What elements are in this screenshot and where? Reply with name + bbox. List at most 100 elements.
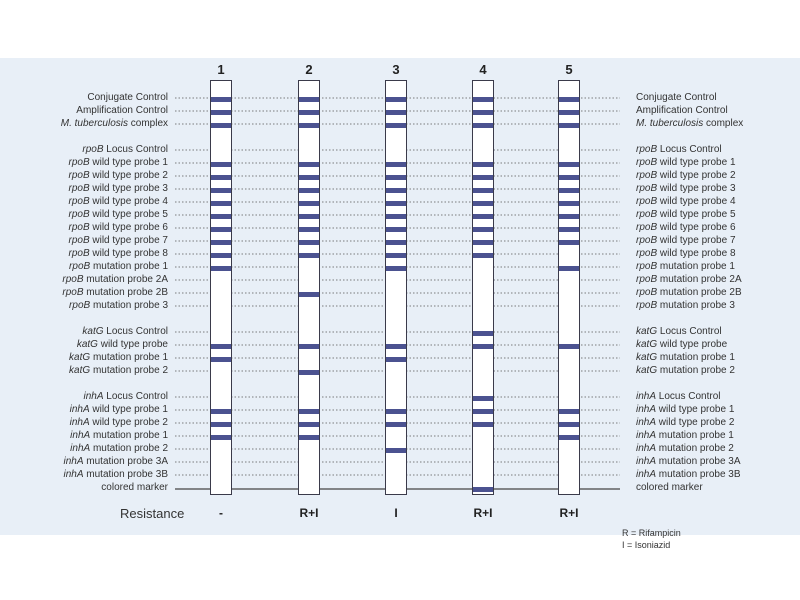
probe-text: Amplification Control xyxy=(76,105,168,116)
probe-text: wild type probe 2 xyxy=(89,417,168,428)
probe-label-left: Conjugate Control xyxy=(87,92,168,104)
probe-text: wild type probe 7 xyxy=(89,235,168,246)
probe-gene: rpoB xyxy=(636,274,658,285)
strip-number: 2 xyxy=(305,62,313,77)
probe-text: mutation probe 2 xyxy=(90,443,168,454)
probe-label-left: Amplification Control xyxy=(76,105,168,117)
probe-label-left: M. tuberculosis complex xyxy=(61,118,168,130)
hybridization-band xyxy=(473,330,493,336)
hybridization-band xyxy=(211,161,231,167)
hybridization-band xyxy=(386,356,406,362)
probe-label-right: rpoB Locus Control xyxy=(636,144,722,156)
strip-resistance: I xyxy=(394,506,398,520)
probe-label-left: rpoB Locus Control xyxy=(82,144,168,156)
probe-label-left: rpoB mutation probe 3 xyxy=(69,300,168,312)
probe-label-right: rpoB mutation probe 1 xyxy=(636,261,735,273)
probe-text: wild type probe 5 xyxy=(89,209,168,220)
probe-text: mutation probe 1 xyxy=(90,352,168,363)
hybridization-band xyxy=(211,265,231,271)
strip-number: 5 xyxy=(565,62,573,77)
probe-gene: rpoB xyxy=(636,209,658,220)
hybridization-band xyxy=(473,200,493,206)
probe-text: mutation probe 2B xyxy=(657,287,742,298)
probe-label-right: katG Locus Control xyxy=(636,326,722,338)
strip-number: 3 xyxy=(392,62,400,77)
hybridization-band xyxy=(386,213,406,219)
probe-label-right: rpoB wild type probe 4 xyxy=(636,196,736,208)
probe-label-left: katG wild type probe xyxy=(77,339,168,351)
hybridization-band xyxy=(386,343,406,349)
hybridization-band xyxy=(473,109,493,115)
probe-text: wild type probe 2 xyxy=(89,170,168,181)
probe-gene: rpoB xyxy=(636,261,658,272)
strip-resistance: R+I xyxy=(559,506,579,520)
hybridization-band xyxy=(473,187,493,193)
probe-label-left: rpoB wild type probe 1 xyxy=(68,157,168,169)
hybridization-band xyxy=(211,226,231,232)
probe-gene: inhA xyxy=(636,404,657,415)
probe-label-left: inhA mutation probe 2 xyxy=(70,443,168,455)
probe-gene: rpoB xyxy=(68,170,90,181)
probe-label-right: rpoB wild type probe 5 xyxy=(636,209,736,221)
probe-text: Locus Control xyxy=(656,391,721,402)
probe-label-right: Conjugate Control xyxy=(636,92,717,104)
probe-text: mutation probe 1 xyxy=(90,261,168,272)
probe-gene: rpoB xyxy=(68,183,90,194)
hybridization-band xyxy=(299,161,319,167)
probe-gene: inhA xyxy=(70,430,91,441)
probe-gene: rpoB xyxy=(68,196,90,207)
probe-gene: M. tuberculosis xyxy=(60,118,128,129)
probe-text: mutation probe 1 xyxy=(90,430,168,441)
probe-text: wild type probe 2 xyxy=(656,417,735,428)
hybridization-band xyxy=(211,356,231,362)
hybridization-band xyxy=(299,226,319,232)
probe-text: wild type probe 2 xyxy=(657,170,736,181)
hybridization-band xyxy=(299,408,319,414)
probe-text: mutation probe 3A xyxy=(83,456,168,467)
probe-gene: inhA xyxy=(70,443,91,454)
probe-gene: rpoB xyxy=(636,300,658,311)
probe-label-left: colored marker xyxy=(101,482,168,494)
probe-label-left: rpoB wild type probe 3 xyxy=(68,183,168,195)
probe-text: wild type probe 1 xyxy=(89,404,168,415)
hybridization-band xyxy=(559,122,579,128)
hybridization-band xyxy=(386,187,406,193)
hybridization-band xyxy=(299,200,319,206)
hybridization-band xyxy=(559,96,579,102)
hybridization-band xyxy=(386,226,406,232)
probe-label-right: M. tuberculosis complex xyxy=(636,118,743,130)
strip-resistance: R+I xyxy=(473,506,493,520)
probe-text: mutation probe 3 xyxy=(657,300,735,311)
probe-text: Conjugate Control xyxy=(87,92,168,103)
hybridization-band xyxy=(386,200,406,206)
hybridization-band xyxy=(211,174,231,180)
hybridization-band xyxy=(559,187,579,193)
strip-number: 4 xyxy=(479,62,487,77)
hybridization-band xyxy=(559,265,579,271)
probe-label-left: rpoB wild type probe 5 xyxy=(68,209,168,221)
probe-text: wild type probe xyxy=(97,339,168,350)
probe-gene: rpoB xyxy=(62,287,84,298)
hybridization-band xyxy=(473,122,493,128)
test-strip xyxy=(210,80,232,495)
hybridization-band xyxy=(386,122,406,128)
hybridization-band xyxy=(559,343,579,349)
probe-label-left: katG mutation probe 1 xyxy=(69,352,168,364)
probe-label-right: rpoB mutation probe 2B xyxy=(636,287,742,299)
probe-text: wild type probe 1 xyxy=(89,157,168,168)
hybridization-band xyxy=(211,343,231,349)
hybridization-band xyxy=(299,369,319,375)
probe-label-left: rpoB wild type probe 6 xyxy=(68,222,168,234)
probe-text: wild type probe 4 xyxy=(657,196,736,207)
strip-resistance: R+I xyxy=(299,506,319,520)
hybridization-band xyxy=(386,447,406,453)
probe-text: Locus Control xyxy=(103,144,168,155)
hybridization-band xyxy=(386,408,406,414)
probe-text: wild type probe 7 xyxy=(657,235,736,246)
hybridization-band xyxy=(559,213,579,219)
probe-label-left: inhA mutation probe 3B xyxy=(63,469,168,481)
hybridization-band xyxy=(211,252,231,258)
probe-label-left: katG Locus Control xyxy=(82,326,168,338)
probe-gene: inhA xyxy=(636,469,657,480)
hybridization-band xyxy=(211,421,231,427)
